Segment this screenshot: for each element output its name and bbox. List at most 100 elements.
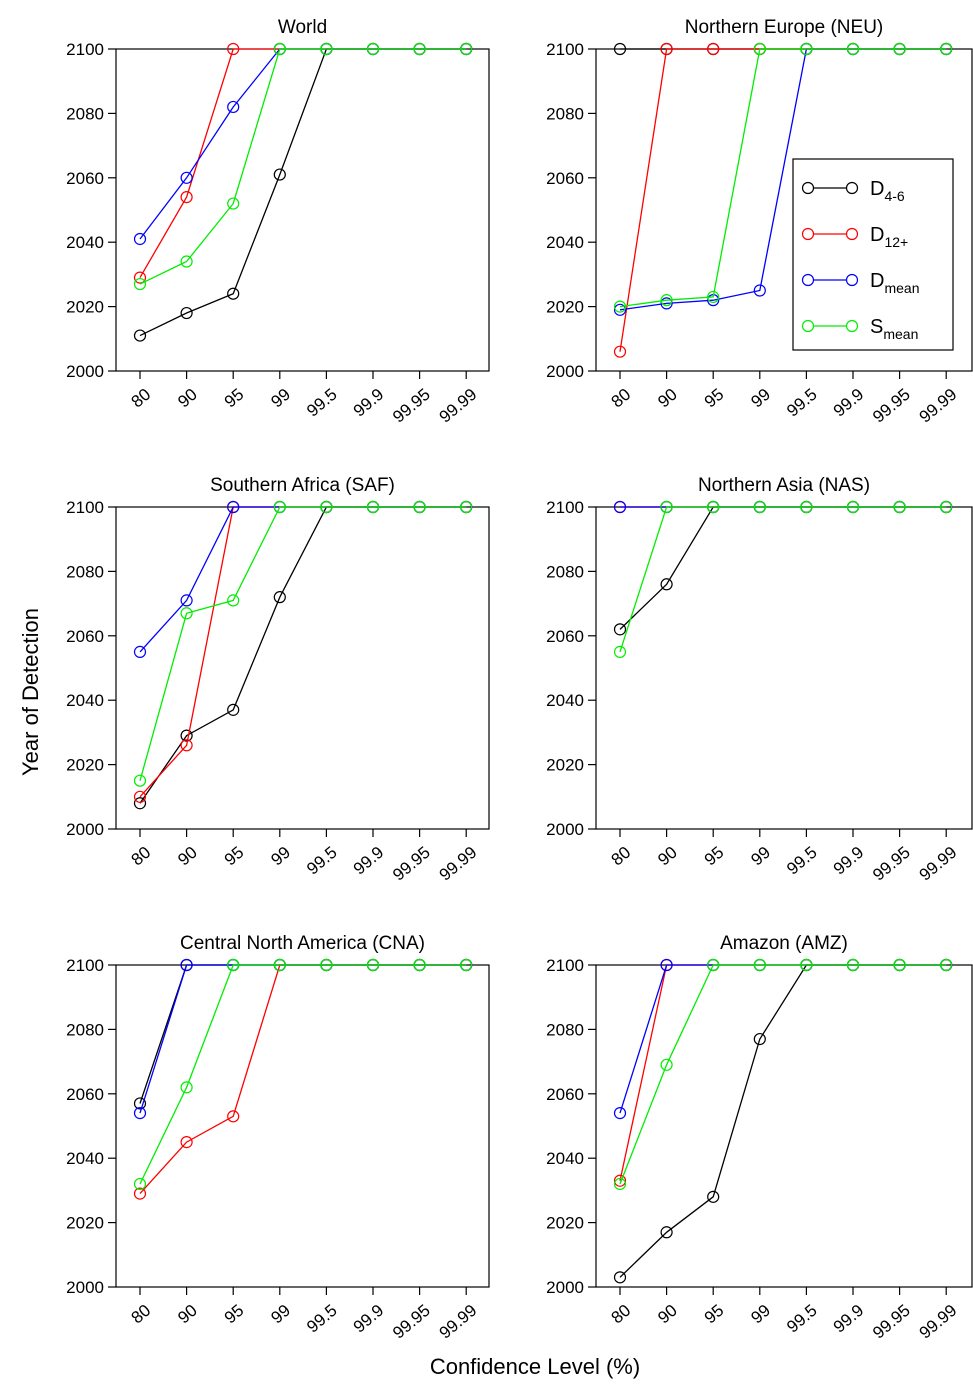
data-point <box>227 958 240 972</box>
data-point <box>133 1097 147 1110</box>
legend-label: Smean <box>870 316 918 342</box>
data-point <box>800 42 813 56</box>
data-point <box>460 42 473 56</box>
x-tick-label: 95 <box>221 843 248 870</box>
data-point <box>613 1174 627 1187</box>
series-line <box>139 964 467 1114</box>
figure-y-axis-label: Year of Detection <box>18 608 43 776</box>
data-point <box>660 500 673 514</box>
series-line <box>139 48 467 278</box>
data-point <box>366 42 380 56</box>
series-line <box>619 964 947 1278</box>
data-point <box>133 329 147 342</box>
x-tick-label: 99.99 <box>436 385 481 427</box>
x-tick-label: 99.9 <box>350 385 388 421</box>
x-tick-label: 90 <box>174 843 201 870</box>
x-tick-label: 99 <box>747 385 774 412</box>
x-tick-label: 99.99 <box>436 1301 481 1343</box>
data-point <box>227 287 240 300</box>
x-tick-label: 99.9 <box>350 1301 388 1337</box>
legend: D4-6 D12+ Dmean Smean <box>792 158 954 351</box>
y-tick-label: 2020 <box>546 756 584 775</box>
data-point <box>460 958 473 972</box>
panel-1: World 2000 2020 2040 2060 2080 2100 80 90 95 99 99.… <box>66 17 490 427</box>
series-Smean <box>613 500 953 659</box>
data-point <box>660 294 673 307</box>
legend-marker <box>845 273 859 287</box>
x-tick-label: 90 <box>174 385 201 412</box>
data-point <box>613 303 627 316</box>
x-tick-label: 99 <box>267 1301 294 1328</box>
y-tick-label: 2080 <box>66 104 104 123</box>
data-point <box>273 42 286 56</box>
panel-title: Southern Africa (SAF) <box>210 475 395 496</box>
legend-marker <box>801 181 815 195</box>
data-point <box>707 1190 720 1203</box>
x-tick-label: 80 <box>608 843 635 870</box>
data-point <box>660 42 673 56</box>
x-tick-label: 99.95 <box>869 1301 914 1343</box>
series-Smean <box>613 958 953 1191</box>
data-point <box>273 500 286 514</box>
panel-title: Northern Europe (NEU) <box>685 17 884 38</box>
panel-title: Northern Asia (NAS) <box>698 475 870 496</box>
data-point <box>413 958 426 972</box>
y-tick-label: 2000 <box>66 820 104 839</box>
series-line <box>139 48 467 240</box>
data-point <box>133 1177 147 1191</box>
y-tick-label: 2020 <box>546 1214 584 1233</box>
x-tick-label: 80 <box>128 385 155 412</box>
data-point <box>133 797 147 810</box>
legend-marker <box>801 273 815 287</box>
data-point <box>133 271 147 284</box>
series-D12+ <box>613 958 953 1187</box>
panel-5: Central North America (CNA) 2000 2020 2040 2… <box>66 933 490 1343</box>
x-tick-label: 99.95 <box>389 1301 434 1343</box>
x-tick-label: 99 <box>267 843 294 870</box>
data-point <box>940 42 953 56</box>
y-tick-label: 2000 <box>546 820 584 839</box>
data-point <box>273 591 286 604</box>
legend-label: D12+ <box>870 224 908 250</box>
panel-title: World <box>278 17 327 38</box>
x-tick-label: 99 <box>747 843 774 870</box>
data-point <box>180 191 193 204</box>
series-line <box>139 964 467 1195</box>
x-tick-label: 80 <box>128 1301 155 1328</box>
data-point <box>413 42 426 56</box>
plot-frame <box>595 964 973 1288</box>
x-tick-label: 80 <box>608 1301 635 1328</box>
data-point <box>133 790 147 803</box>
x-tick-label: 99.9 <box>830 843 868 879</box>
x-tick-label: 99.95 <box>389 843 434 885</box>
x-tick-label: 95 <box>221 385 248 412</box>
data-point <box>133 645 147 659</box>
data-point <box>413 500 426 514</box>
y-tick-label: 2040 <box>546 233 584 252</box>
data-point <box>613 1107 627 1120</box>
series-line <box>139 506 467 804</box>
legend-box <box>792 158 954 351</box>
data-point <box>180 1081 193 1094</box>
data-point <box>753 42 766 56</box>
x-tick-label: 90 <box>654 385 681 412</box>
data-point <box>613 500 627 514</box>
data-point <box>133 1107 147 1120</box>
data-point <box>133 1187 147 1200</box>
y-tick-label: 2060 <box>546 627 584 646</box>
data-point <box>273 958 286 972</box>
data-point <box>613 42 627 56</box>
data-point <box>180 306 193 320</box>
y-tick-label: 2100 <box>546 956 584 975</box>
x-tick-label: 99.9 <box>830 1301 868 1337</box>
data-point <box>893 958 906 972</box>
figure-x-axis-label: Confidence Level (%) <box>430 1354 640 1379</box>
y-tick-label: 2040 <box>66 233 104 252</box>
data-point <box>180 729 193 742</box>
x-tick-label: 99.99 <box>916 843 961 885</box>
data-point <box>273 168 286 181</box>
y-tick-label: 2040 <box>546 691 584 710</box>
series-line <box>619 506 947 630</box>
x-tick-label: 99.5 <box>303 843 341 879</box>
